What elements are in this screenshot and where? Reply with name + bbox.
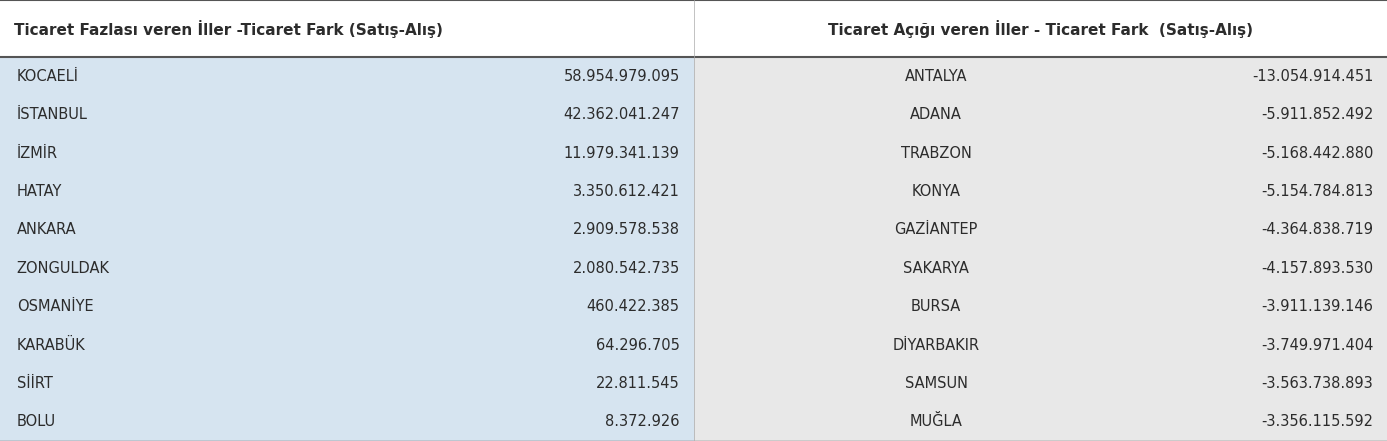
- Text: KOCAELİ: KOCAELİ: [17, 69, 79, 84]
- Text: 64.296.705: 64.296.705: [596, 337, 680, 353]
- Bar: [0, 172, 694, 211]
- Text: 22.811.545: 22.811.545: [596, 376, 680, 391]
- Bar: [0, 288, 694, 326]
- Text: TRABZON: TRABZON: [900, 146, 972, 161]
- Text: ANTALYA: ANTALYA: [904, 69, 968, 84]
- Text: -5.154.784.813: -5.154.784.813: [1261, 184, 1373, 199]
- Text: İZMİR: İZMİR: [17, 146, 58, 161]
- Text: -5.911.852.492: -5.911.852.492: [1261, 107, 1373, 123]
- Text: BOLU: BOLU: [17, 414, 55, 430]
- Text: BURSA: BURSA: [911, 299, 961, 314]
- Bar: [0, 249, 694, 288]
- Text: -3.356.115.592: -3.356.115.592: [1261, 414, 1373, 430]
- Text: -3.911.139.146: -3.911.139.146: [1261, 299, 1373, 314]
- Bar: [694, 0, 1387, 57]
- Text: -3.749.971.404: -3.749.971.404: [1261, 337, 1373, 353]
- Bar: [694, 364, 1387, 403]
- Bar: [0, 134, 694, 172]
- Bar: [0, 326, 694, 364]
- Text: 42.362.041.247: 42.362.041.247: [563, 107, 680, 123]
- Text: OSMANİYE: OSMANİYE: [17, 299, 93, 314]
- Text: 11.979.341.139: 11.979.341.139: [563, 146, 680, 161]
- Text: HATAY: HATAY: [17, 184, 62, 199]
- Text: -13.054.914.451: -13.054.914.451: [1251, 69, 1373, 84]
- Bar: [694, 211, 1387, 249]
- Bar: [0, 0, 694, 57]
- Text: Ticaret Fazlası veren İller -Ticaret Fark (Satış-Alış): Ticaret Fazlası veren İller -Ticaret Far…: [14, 20, 442, 37]
- Text: -3.563.738.893: -3.563.738.893: [1261, 376, 1373, 391]
- Bar: [0, 403, 694, 441]
- Bar: [0, 211, 694, 249]
- Text: MUĞLA: MUĞLA: [910, 414, 963, 430]
- Text: 2.909.578.538: 2.909.578.538: [573, 222, 680, 238]
- Bar: [694, 326, 1387, 364]
- Text: İSTANBUL: İSTANBUL: [17, 107, 87, 123]
- Bar: [694, 403, 1387, 441]
- Text: KONYA: KONYA: [911, 184, 961, 199]
- Text: -4.364.838.719: -4.364.838.719: [1261, 222, 1373, 238]
- Text: ADANA: ADANA: [910, 107, 963, 123]
- Text: KARABÜK: KARABÜK: [17, 337, 86, 353]
- Text: ZONGULDAK: ZONGULDAK: [17, 261, 110, 276]
- Text: 2.080.542.735: 2.080.542.735: [573, 261, 680, 276]
- Text: -5.168.442.880: -5.168.442.880: [1261, 146, 1373, 161]
- Text: 8.372.926: 8.372.926: [605, 414, 680, 430]
- Text: SAMSUN: SAMSUN: [904, 376, 968, 391]
- Bar: [0, 364, 694, 403]
- Text: DİYARBAKIR: DİYARBAKIR: [893, 337, 979, 353]
- Text: 460.422.385: 460.422.385: [587, 299, 680, 314]
- Bar: [694, 96, 1387, 134]
- Bar: [694, 249, 1387, 288]
- Text: Ticaret Açığı veren İller - Ticaret Fark  (Satış-Alış): Ticaret Açığı veren İller - Ticaret Fark…: [828, 20, 1252, 37]
- Text: SAKARYA: SAKARYA: [903, 261, 970, 276]
- Bar: [694, 288, 1387, 326]
- Text: SİİRT: SİİRT: [17, 376, 53, 391]
- Bar: [694, 172, 1387, 211]
- Bar: [694, 57, 1387, 96]
- Text: GAZİANTEP: GAZİANTEP: [895, 222, 978, 238]
- Text: 3.350.612.421: 3.350.612.421: [573, 184, 680, 199]
- Bar: [0, 96, 694, 134]
- Text: -4.157.893.530: -4.157.893.530: [1261, 261, 1373, 276]
- Text: 58.954.979.095: 58.954.979.095: [563, 69, 680, 84]
- Text: ANKARA: ANKARA: [17, 222, 76, 238]
- Bar: [694, 134, 1387, 172]
- Bar: [0, 57, 694, 96]
